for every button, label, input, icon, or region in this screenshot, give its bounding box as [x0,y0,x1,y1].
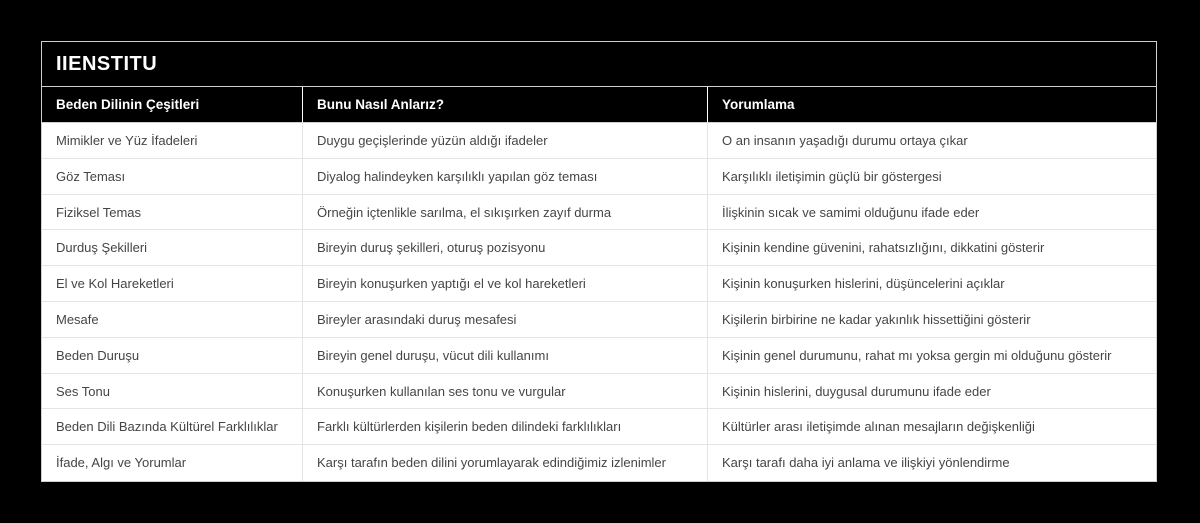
table-cell: Kişinin hislerini, duygusal durumunu ifa… [708,373,1156,410]
column-header-yorumlama: Yorumlama [708,87,1156,123]
table-cell: Bireyin duruş şekilleri, oturuş pozisyon… [303,230,708,267]
column-header-bunu-nasil-anlariz: Bunu Nasıl Anlarız? [303,87,708,123]
table-row: Göz Teması Diyalog halindeyken karşılıklı… [42,158,1156,195]
table-row: El ve Kol Hareketleri Bireyin konuşurken … [42,266,1156,302]
table-row: Durduş Şekilleri Bireyin duruş şekilleri,… [42,230,1156,267]
column-header-beden-dilinin-cesitleri: Beden Dilinin Çeşitleri [42,87,303,123]
table-cell: Duygu geçişlerinde yüzün aldığı ifadeler [303,123,708,159]
table-row: İfade, Algı ve Yorumlar Karşı tarafın bed… [42,445,1156,481]
table-cell: Ses Tonu [42,373,303,410]
table-cell: El ve Kol Hareketleri [42,266,303,302]
table-cell: İlişkinin sıcak ve samimi olduğunu ifade… [708,194,1156,231]
table-cell: Diyalog halindeyken karşılıklı yapılan g… [303,158,708,195]
table-cell: Kişinin genel durumunu, rahat mı yoksa g… [708,337,1156,374]
table-cell: Karşı tarafı daha iyi anlama ve ilişkiyi… [708,445,1156,481]
table-cell: Göz Teması [42,158,303,195]
table-cell: Karşı tarafın beden dilini yorumlayarak … [303,445,708,481]
table-cell: Durduş Şekilleri [42,230,303,267]
table-cell: Mesafe [42,301,303,338]
table-row: Mesafe Bireyler arasındaki duruş mesafesi… [42,301,1156,338]
table-row: Ses Tonu Konuşurken kullanılan ses tonu v… [42,373,1156,410]
table-cell: Karşılıklı iletişimin güçlü bir gösterge… [708,158,1156,195]
table-cell: Beden Duruşu [42,337,303,374]
table-row: Beden Duruşu Bireyin genel duruşu, vücut … [42,337,1156,374]
table-cell: Fiziksel Temas [42,194,303,231]
body-language-table: IIENSTITU Beden Dilinin Çeşitleri Bunu N… [41,41,1157,482]
table-row: Fiziksel Temas Örneğin içtenlikle sarılma… [42,194,1156,231]
table-cell: Kültürler arası iletişimde alınan mesajl… [708,409,1156,446]
table-cell: Bireyin genel duruşu, vücut dili kullanı… [303,337,708,374]
table-cell: Farklı kültürlerden kişilerin beden dili… [303,409,708,446]
table-cell: Örneğin içtenlikle sarılma, el sıkışırke… [303,194,708,231]
table-cell: Konuşurken kullanılan ses tonu ve vurgul… [303,373,708,410]
table-cell: İfade, Algı ve Yorumlar [42,445,303,481]
table-row: Beden Dili Bazında Kültürel Farklılıklar… [42,409,1156,446]
table-cell: Kişinin kendine güvenini, rahatsızlığını… [708,230,1156,267]
table-title: IIENSTITU [42,42,1156,87]
table-cell: Beden Dili Bazında Kültürel Farklılıklar [42,409,303,446]
table-cell: Mimikler ve Yüz İfadeleri [42,123,303,159]
table-cell: O an insanın yaşadığı durumu ortaya çıka… [708,123,1156,159]
table-cell: Kişilerin birbirine ne kadar yakınlık hi… [708,301,1156,338]
table-cell: Kişinin konuşurken hislerini, düşünceler… [708,266,1156,302]
table-cell: Bireyin konuşurken yaptığı el ve kol har… [303,266,708,302]
table-row: Mimikler ve Yüz İfadeleri Duygu geçişleri… [42,123,1156,159]
table-header-row: Beden Dilinin Çeşitleri Bunu Nasıl Anlar… [42,87,1156,123]
table-body: Mimikler ve Yüz İfadeleri Duygu geçişleri… [42,123,1156,481]
table-cell: Bireyler arasındaki duruş mesafesi [303,301,708,338]
